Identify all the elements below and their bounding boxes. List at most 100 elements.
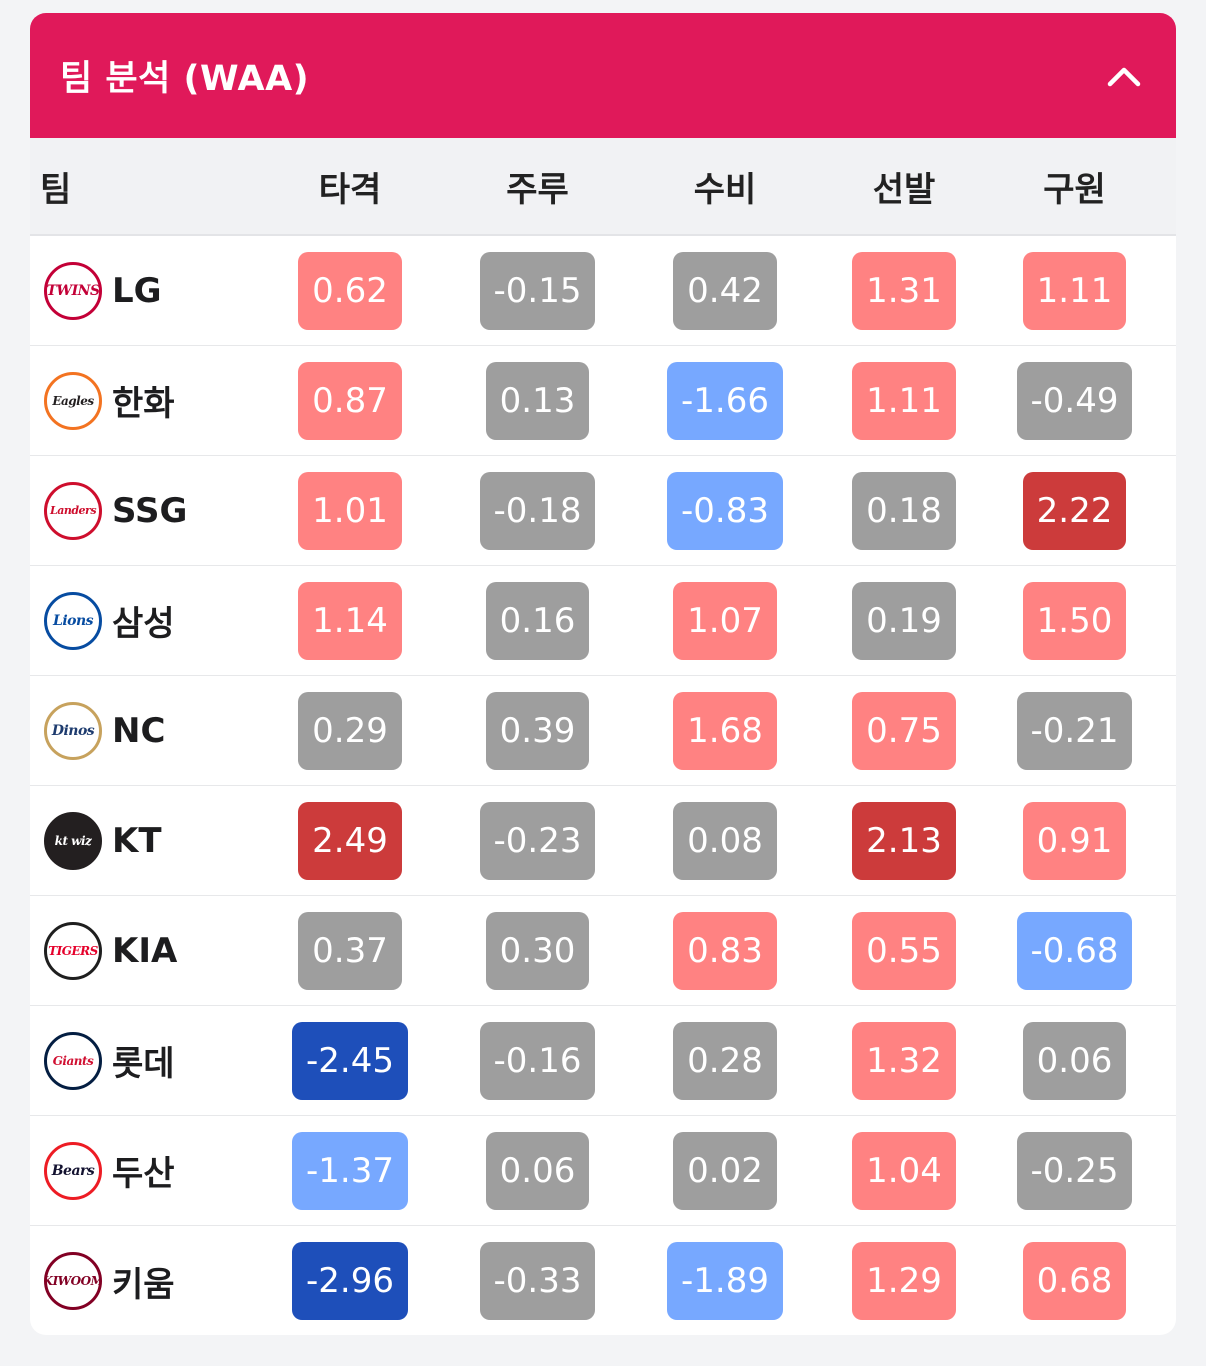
team-logo-wordmark: Landers: [49, 504, 97, 517]
team-cell: Lions 삼성: [30, 591, 240, 650]
waa-value-badge: 0.08: [673, 801, 777, 880]
team-logo-wordmark: Giants: [52, 1053, 94, 1068]
waa-value-badge: 1.01: [298, 471, 402, 550]
waa-value-badge: -0.23: [479, 801, 596, 880]
waa-cell-baserunning: 0.16: [460, 581, 615, 660]
samsung-lions-logo-icon: Lions: [44, 591, 102, 650]
waa-value-badge: 0.42: [673, 251, 777, 330]
waa-value-badge: -0.33: [479, 1242, 596, 1320]
team-name: SSG: [112, 490, 188, 531]
waa-value-badge: 0.39: [485, 691, 590, 770]
column-header-starting-pitching: 선발: [872, 169, 936, 210]
waa-value-badge: 1.07: [673, 581, 777, 660]
waa-value-badge: 0.29: [298, 691, 402, 770]
waa-value-badge: 1.31: [852, 251, 956, 330]
team-cell: TWINS LG: [30, 261, 240, 320]
lg-twins-logo-icon: TWINS: [44, 261, 102, 320]
team-cell: Dinos NC: [30, 701, 240, 760]
table-row[interactable]: Dinos NC 0.29 0.39 1.68 0.75 -0.21: [30, 676, 1176, 786]
waa-value-badge: 1.29: [852, 1242, 956, 1320]
table-row[interactable]: kt wiz KT 2.49 -0.23 0.08 2.13 0.91: [30, 786, 1176, 896]
waa-cell-fielding: 0.02: [615, 1131, 835, 1210]
waa-cell-baserunning: 0.30: [460, 911, 615, 990]
waa-cell-starting-pitching: 0.75: [835, 691, 973, 770]
kt-wiz-logo-icon: kt wiz: [44, 811, 102, 870]
team-name: NC: [112, 710, 166, 751]
waa-cell-relief-pitching: -0.68: [973, 911, 1176, 990]
team-cell: kt wiz KT: [30, 811, 240, 870]
waa-value-badge: 0.83: [673, 911, 777, 990]
team-name: 삼성: [112, 604, 175, 644]
waa-value-badge: 1.11: [1022, 251, 1127, 330]
waa-cell-batting: 0.62: [240, 251, 460, 330]
table-row[interactable]: Eagles 한화 0.87 0.13 -1.66 1.11 -0.49: [30, 346, 1176, 456]
team-cell: Eagles 한화: [30, 371, 240, 430]
waa-cell-batting: 1.01: [240, 471, 460, 550]
waa-cell-fielding: 1.07: [615, 581, 835, 660]
kia-tigers-logo-icon: TIGERS: [44, 921, 102, 980]
waa-value-badge: -0.15: [479, 251, 596, 330]
waa-value-badge: 2.13: [852, 801, 956, 880]
waa-cell-fielding: 0.28: [615, 1021, 835, 1100]
team-analysis-panel: 팀 분석 (WAA) 팀 타격 주루 수비 선발 구원 TWINS LG 0.62-…: [30, 13, 1176, 1335]
team-cell: Bears 두산: [30, 1141, 240, 1200]
waa-cell-batting: 1.14: [240, 581, 460, 660]
table-row[interactable]: TWINS LG 0.62 -0.15 0.42 1.31 1.11: [30, 236, 1176, 346]
waa-value-badge: 0.62: [298, 251, 402, 330]
waa-cell-starting-pitching: 0.55: [835, 911, 973, 990]
waa-cell-starting-pitching: 1.04: [835, 1131, 973, 1210]
waa-cell-relief-pitching: 0.68: [973, 1242, 1176, 1320]
team-cell: Landers SSG: [30, 481, 240, 540]
table-row[interactable]: TIGERS KIA 0.37 0.30 0.83 0.55 -0.68: [30, 896, 1176, 1006]
waa-value-badge: 2.49: [298, 801, 402, 880]
chevron-up-icon: [1107, 67, 1141, 86]
waa-cell-starting-pitching: 1.29: [835, 1242, 973, 1320]
waa-value-badge: 1.14: [298, 581, 402, 660]
team-name: KIA: [112, 930, 178, 971]
waa-cell-fielding: 1.68: [615, 691, 835, 770]
team-logo-wordmark: kt wiz: [54, 833, 92, 848]
waa-cell-starting-pitching: 0.19: [835, 581, 973, 660]
table-header-row: 팀 타격 주루 수비 선발 구원: [30, 138, 1176, 236]
waa-value-badge: 0.75: [852, 691, 956, 770]
team-name: 키움: [112, 1264, 175, 1305]
team-logo-wordmark: Dinos: [51, 722, 95, 739]
column-header-relief-pitching: 구원: [1043, 169, 1106, 210]
waa-cell-baserunning: -0.23: [460, 801, 615, 880]
column-header-fielding: 수비: [693, 169, 757, 210]
waa-value-badge: 0.55: [852, 911, 956, 990]
waa-value-badge: 1.68: [673, 691, 777, 770]
panel-header[interactable]: 팀 분석 (WAA): [30, 13, 1176, 138]
team-logo-wordmark: KIWOOM: [44, 1274, 102, 1288]
team-logo-wordmark: TIGERS: [48, 943, 98, 958]
doosan-bears-logo-icon: Bears: [44, 1141, 102, 1200]
team-name: 한화: [112, 384, 175, 424]
waa-value-badge: 0.91: [1022, 801, 1127, 880]
waa-cell-starting-pitching: 2.13: [835, 801, 973, 880]
waa-value-badge: -0.83: [667, 471, 783, 550]
waa-cell-baserunning: -0.15: [460, 251, 615, 330]
waa-value-badge: 0.30: [485, 911, 590, 990]
table-row[interactable]: Landers SSG 1.01 -0.18 -0.83 0.18 2.22: [30, 456, 1176, 566]
collapse-button[interactable]: [1102, 54, 1146, 98]
waa-value-badge: -1.37: [292, 1131, 408, 1210]
waa-cell-batting: 0.37: [240, 911, 460, 990]
column-header-baserunning: 주루: [506, 169, 569, 210]
team-name: 롯데: [112, 1044, 175, 1084]
waa-value-badge: -0.16: [479, 1021, 596, 1100]
table-row[interactable]: Bears 두산 -1.37 0.06 0.02 1.04 -0.25: [30, 1116, 1176, 1226]
nc-dinos-logo-icon: Dinos: [44, 701, 102, 760]
waa-cell-baserunning: -0.33: [460, 1242, 615, 1320]
waa-value-badge: 0.28: [673, 1021, 777, 1100]
waa-cell-fielding: 0.42: [615, 251, 835, 330]
table-row[interactable]: Lions 삼성 1.14 0.16 1.07 0.19 1.50: [30, 566, 1176, 676]
waa-cell-baserunning: 0.39: [460, 691, 615, 770]
table-row[interactable]: KIWOOM 키움 -2.96 -0.33 -1.89 1.29 0.68: [30, 1226, 1176, 1335]
waa-value-badge: 1.04: [852, 1131, 956, 1210]
waa-value-badge: -1.89: [667, 1242, 783, 1320]
waa-value-badge: 0.16: [485, 581, 590, 660]
kiwoom-heroes-logo-icon: KIWOOM: [44, 1252, 102, 1310]
table-row[interactable]: Giants 롯데 -2.45 -0.16 0.28 1.32 0.06: [30, 1006, 1176, 1116]
waa-value-badge: 0.13: [485, 361, 590, 440]
waa-value-badge: 1.50: [1022, 581, 1127, 660]
